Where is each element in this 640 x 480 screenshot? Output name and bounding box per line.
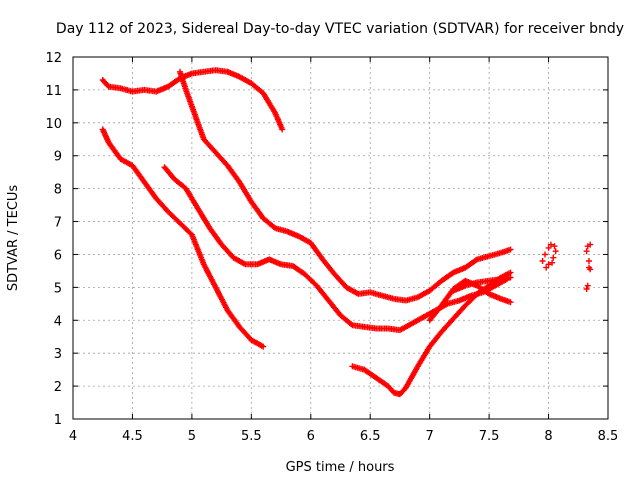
y-tick-label: 8	[54, 183, 62, 198]
series-markers	[450, 274, 514, 294]
series-markers	[161, 164, 510, 334]
x-tick-label: 7.5	[479, 429, 500, 444]
series-markers	[539, 241, 559, 271]
x-tick-label: 7	[426, 429, 434, 444]
x-tick-label: 6	[307, 429, 315, 444]
series-track-a	[99, 67, 286, 133]
x-tick-label: 8	[544, 429, 552, 444]
series-markers	[583, 241, 594, 292]
series-track-e	[349, 269, 514, 398]
y-tick-label: 5	[54, 281, 62, 296]
y-tick-label: 6	[54, 248, 62, 263]
y-tick-label: 12	[45, 51, 62, 66]
series-cluster-8.35	[583, 241, 594, 292]
y-tick-label: 3	[54, 347, 62, 362]
y-tick-label: 9	[54, 150, 62, 165]
series-track-g	[450, 274, 514, 294]
x-tick-label: 5	[188, 429, 196, 444]
chart-title: Day 112 of 2023, Sidereal Day-to-day VTE…	[56, 21, 624, 37]
x-tick-label: 4.5	[122, 429, 143, 444]
series-markers	[177, 68, 514, 304]
x-tick-label: 6.5	[360, 429, 381, 444]
x-tick-label: 4	[69, 429, 77, 444]
x-tick-label: 5.5	[241, 429, 262, 444]
series-cluster-8.0	[539, 241, 559, 271]
y-tick-label: 1	[54, 413, 62, 428]
x-tick-label: 8.5	[598, 429, 619, 444]
y-tick-label: 4	[54, 314, 62, 329]
plot-frame	[72, 56, 609, 420]
series-track-c	[161, 164, 510, 334]
series-markers	[99, 67, 286, 133]
series-track-d	[177, 68, 514, 304]
y-tick-label: 7	[54, 216, 62, 231]
y-axis-label: SDTVAR / TECUs	[6, 185, 21, 292]
series-track-b	[99, 126, 267, 350]
y-tick-label: 10	[45, 117, 62, 132]
x-axis-label: GPS time / hours	[286, 460, 395, 475]
series-markers	[99, 126, 267, 350]
series-markers	[349, 269, 514, 398]
y-tick-label: 2	[54, 380, 62, 395]
y-tick-label: 11	[45, 84, 62, 99]
